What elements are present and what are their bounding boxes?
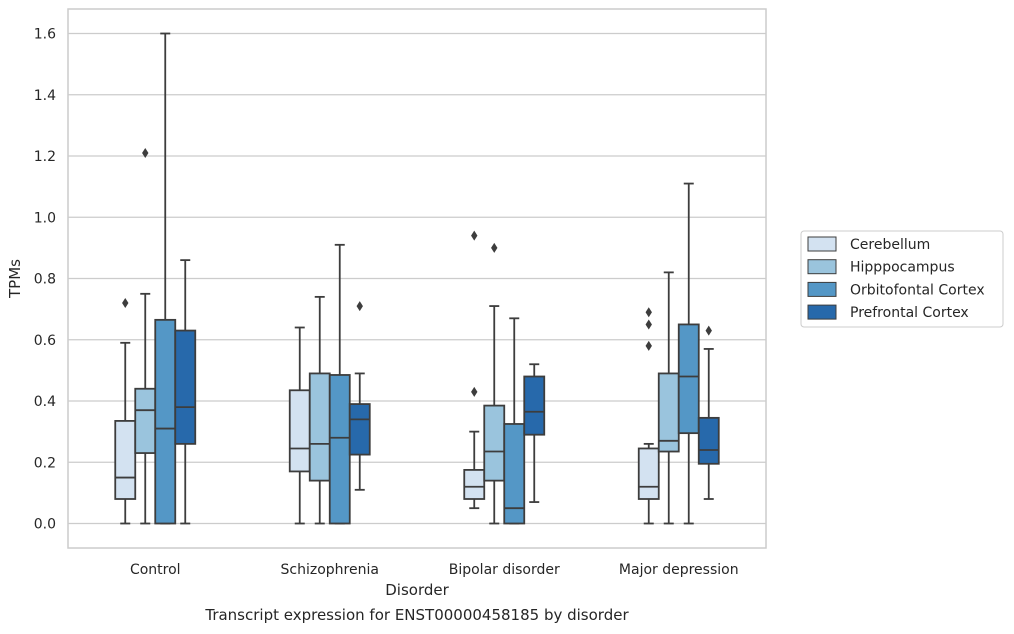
outlier-point: [122, 298, 129, 308]
plot-frame: [67, 8, 767, 549]
box-plot-marks: [114, 32, 720, 525]
y-tick-label: 0.8: [34, 272, 56, 288]
outlier-point: [645, 319, 652, 330]
outlier-point: [471, 230, 478, 241]
box-group: [677, 182, 700, 525]
x-axis-ticks: Control Schizophrenia Bipolar disorder Majo…: [130, 562, 739, 578]
y-tick-label: 1.2: [34, 149, 56, 165]
box: [677, 323, 700, 435]
box: [483, 404, 506, 482]
x-axis-label: Disorder: [385, 581, 449, 599]
box: [657, 372, 680, 453]
box-group: [154, 32, 177, 525]
box: [503, 423, 526, 525]
x-tick-label: Major depression: [619, 562, 739, 578]
box: [697, 416, 720, 465]
y-tick-label: 1.0: [34, 210, 56, 226]
box: [114, 420, 137, 500]
y-tick-label: 1.4: [34, 88, 56, 104]
box: [174, 329, 197, 445]
box: [637, 447, 660, 500]
outlier-point: [705, 325, 712, 336]
box: [154, 318, 177, 525]
box-group: [114, 298, 137, 525]
legend-swatch: [807, 236, 837, 252]
legend-frame: [800, 230, 1004, 328]
box-group: [637, 307, 660, 525]
legend-label: Hipppocampus: [850, 260, 955, 276]
y-tick-label: 1.6: [34, 27, 56, 43]
y-tick-label: 0.4: [34, 394, 56, 410]
outlier-point: [645, 307, 652, 318]
box: [523, 375, 546, 436]
legend-swatch: [807, 281, 837, 297]
outlier-point: [645, 340, 652, 351]
y-tick-label: 0.0: [34, 517, 56, 533]
figure-caption: Transcript expression for ENST0000045818…: [205, 606, 629, 624]
outlier-point: [491, 242, 498, 253]
box-group: [463, 230, 486, 510]
y-tick-label: 0.6: [34, 333, 56, 349]
box-group: [657, 271, 680, 525]
legend-label: Orbitofontal Cortex: [850, 282, 985, 298]
box: [348, 403, 371, 456]
legend-label: Prefrontal Cortex: [850, 305, 969, 321]
box-group: [503, 317, 526, 525]
box-group: [308, 295, 331, 525]
box: [288, 389, 311, 473]
x-tick-label: Schizophrenia: [281, 562, 379, 578]
box-group: [174, 259, 197, 525]
box-group: [328, 243, 351, 525]
box-group: [348, 301, 371, 491]
legend-label: Cerebellum: [850, 237, 930, 253]
outlier-point: [356, 301, 363, 312]
y-axis-label: TPMs: [6, 259, 24, 299]
legend: Cerebellum Hipppocampus Orbitofontal Corte…: [800, 230, 1004, 328]
outlier-point: [142, 147, 149, 158]
legend-swatch: [807, 259, 837, 275]
box-group: [288, 326, 311, 525]
box-group: [483, 242, 506, 525]
box-group: [697, 325, 720, 500]
box: [308, 372, 331, 482]
outlier-point: [471, 386, 478, 397]
y-axis-ticks: 0.0 0.2 0.4 0.6 0.8 1.0 1.2 1.4 1.6: [34, 27, 56, 533]
box-group: [134, 147, 157, 525]
box-group: [523, 363, 546, 503]
box: [328, 374, 351, 525]
box: [463, 469, 486, 500]
x-tick-label: Control: [130, 562, 181, 578]
x-tick-label: Bipolar disorder: [449, 562, 560, 578]
legend-swatch: [807, 304, 837, 320]
box: [134, 387, 157, 454]
y-tick-label: 0.2: [34, 455, 56, 471]
